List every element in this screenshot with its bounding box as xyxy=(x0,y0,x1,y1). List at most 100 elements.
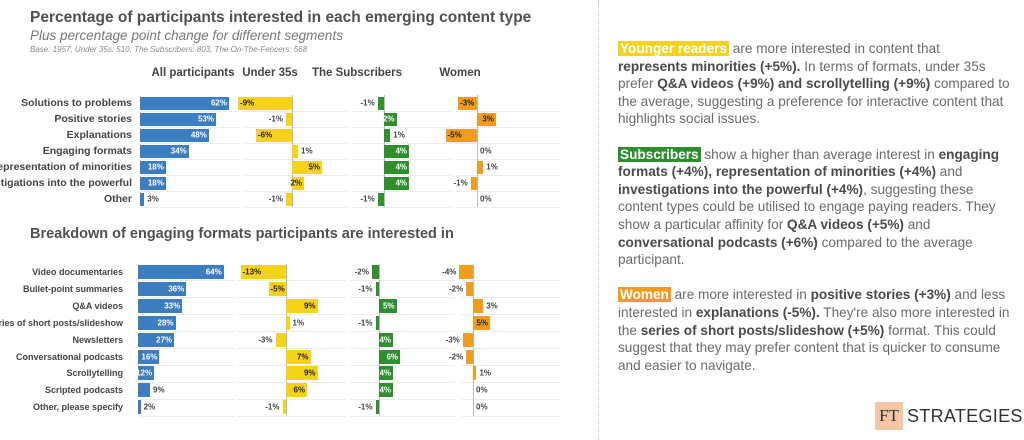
zero-line-women xyxy=(477,95,478,207)
row-gridline xyxy=(352,143,452,144)
bar-under35 xyxy=(292,176,304,190)
bar-subscribers xyxy=(379,298,397,313)
value-label-women: 3% xyxy=(482,114,494,124)
value-label-under35: -1% xyxy=(268,114,283,124)
value-label-subscribers: 1% xyxy=(393,130,405,140)
row-label: Newsletters xyxy=(72,334,123,345)
row-label: Positive stories xyxy=(54,113,132,125)
value-label-subscribers: -1% xyxy=(358,318,373,328)
row-gridline xyxy=(238,364,345,366)
value-label-subscribers: -1% xyxy=(360,98,375,108)
bar-under35 xyxy=(292,160,322,174)
highlight-subscribers: Subscribers xyxy=(618,146,701,162)
insight-paragraph: Younger readers are more interested in c… xyxy=(618,40,1013,128)
bar-all xyxy=(138,315,176,330)
row-gridline xyxy=(138,364,235,366)
value-label-subscribers: 5% xyxy=(382,301,395,311)
bar-subscribers xyxy=(379,332,393,347)
body-text: and xyxy=(936,164,963,180)
zero-line-women xyxy=(473,263,474,416)
row-gridline xyxy=(462,314,560,316)
value-label-subscribers: 4% xyxy=(395,146,407,156)
value-label-all: 34% xyxy=(170,146,187,156)
value-label-all: 53% xyxy=(198,114,215,124)
row-gridline xyxy=(242,175,350,176)
row-gridline xyxy=(462,331,560,333)
bar-under35 xyxy=(286,366,318,381)
bar-subscribers xyxy=(384,160,409,174)
bar-under35 xyxy=(286,315,290,330)
bar-all xyxy=(138,332,175,347)
bar-women xyxy=(466,281,473,296)
row-gridline xyxy=(462,348,560,350)
bar-subscribers xyxy=(384,112,397,126)
bar-all xyxy=(138,366,155,381)
value-label-under35: -9% xyxy=(240,98,255,108)
emphasis-text: conversational podcasts (+6%) xyxy=(618,234,818,250)
bar-under35 xyxy=(268,281,286,296)
bar-subscribers xyxy=(384,128,391,142)
value-label-under35: 1% xyxy=(292,318,305,328)
bar-all xyxy=(140,192,145,206)
row-gridline xyxy=(350,364,455,366)
row-gridline xyxy=(462,415,560,417)
row-label: Solutions to problems xyxy=(21,97,132,109)
row-gridline xyxy=(140,111,240,112)
chart-1-subtitle: Plus percentage point change for differe… xyxy=(30,28,343,43)
highlight-under35: Younger readers xyxy=(618,41,730,56)
row-gridline xyxy=(455,207,560,208)
value-label-women: 0% xyxy=(476,402,488,412)
value-label-under35: -3% xyxy=(258,335,273,345)
row-gridline xyxy=(352,159,452,160)
value-label-women: -4% xyxy=(442,267,457,277)
bar-all xyxy=(140,128,209,142)
bar-women xyxy=(477,160,484,174)
row-label: Engaging formats xyxy=(42,145,132,157)
row-gridline xyxy=(455,111,560,112)
row-gridline xyxy=(242,143,350,144)
row-gridline xyxy=(138,348,235,350)
row-gridline xyxy=(352,191,452,192)
value-label-under35: -13% xyxy=(242,267,262,277)
body-text: are more interested in xyxy=(670,287,811,303)
bar-subscribers xyxy=(377,192,384,206)
row-gridline xyxy=(350,348,455,350)
row-gridline xyxy=(140,191,240,192)
insight-paragraph: Subscribers show a higher than average i… xyxy=(618,146,1013,269)
emphasis-text: explanations (-5%). xyxy=(695,304,820,320)
value-label-subscribers: 4% xyxy=(379,335,391,345)
column-header-under-35s: Under 35s xyxy=(242,67,298,79)
value-label-under35: 1% xyxy=(301,146,313,156)
insights-panel: Younger readers are more interested in c… xyxy=(618,40,1013,392)
bar-women xyxy=(445,128,477,142)
value-label-subscribers: 4% xyxy=(395,178,407,188)
value-label-under35: -1% xyxy=(265,402,280,412)
bar-women xyxy=(473,366,477,381)
bar-all xyxy=(138,383,151,398)
chart-2-title: Breakdown of engaging formats participan… xyxy=(30,226,454,242)
row-gridline xyxy=(242,159,350,160)
row-gridline xyxy=(238,297,345,299)
emphasis-text: positive stories (+3%) xyxy=(810,287,951,303)
value-label-all: 12% xyxy=(136,368,153,378)
row-gridline xyxy=(350,331,455,333)
row-gridline xyxy=(455,143,560,144)
value-label-subscribers: -2% xyxy=(354,267,369,277)
bar-all xyxy=(140,96,229,110)
bar-all xyxy=(138,265,224,279)
bar-all xyxy=(140,176,166,190)
bar-all xyxy=(138,400,141,415)
row-label: Other, please specify xyxy=(32,402,123,413)
bar-under35 xyxy=(286,192,292,206)
bar-subscribers xyxy=(384,144,409,158)
emphasis-text: Q&A videos (+9%) and scrollytelling (+9%… xyxy=(657,76,931,92)
ft-strategies-logo: FT STRATEGIES xyxy=(875,402,1023,430)
zero-line-under35 xyxy=(286,263,287,416)
row-gridline xyxy=(242,127,350,128)
row-label: Other xyxy=(103,193,132,205)
value-label-all: 18% xyxy=(147,178,164,188)
value-label-women: 5% xyxy=(476,318,488,328)
row-label: Representation of minorities xyxy=(0,161,132,173)
column-header-subscribers: The Subscribers xyxy=(311,67,403,79)
bar-under35 xyxy=(286,112,292,126)
